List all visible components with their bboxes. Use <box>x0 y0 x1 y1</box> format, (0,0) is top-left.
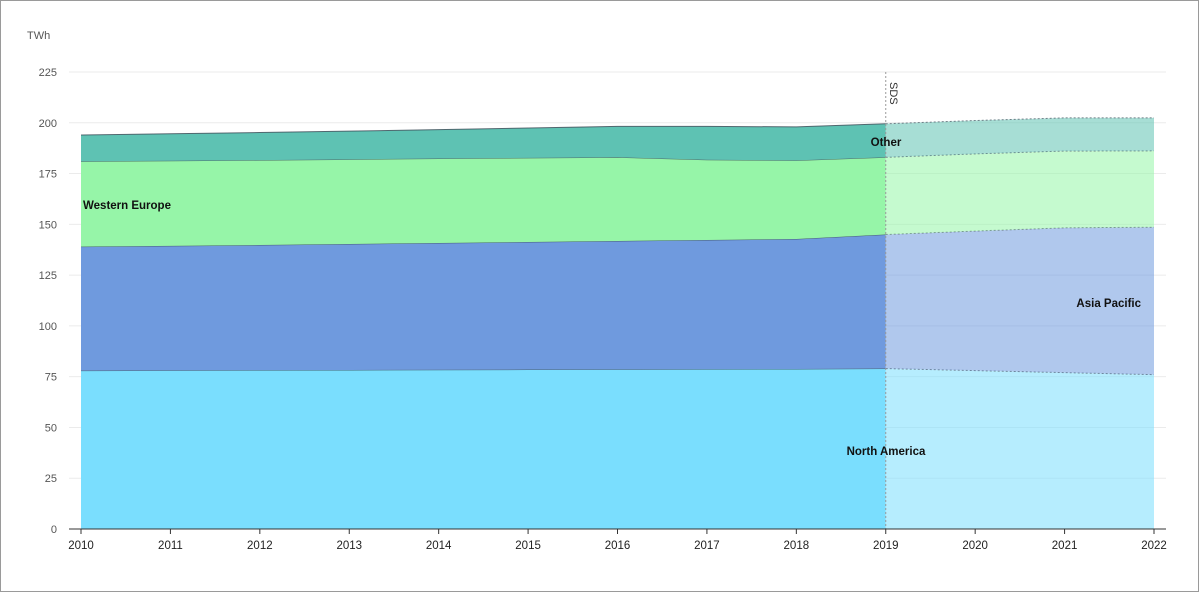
axes: 0 25 50 75 100 125 150 175 200 225 2010 2011 2012 201… <box>39 67 1167 552</box>
series-edge <box>80 123 886 136</box>
y-tick-label: 150 <box>39 219 57 231</box>
series-label: Western Europe <box>83 200 171 212</box>
series-areas <box>80 117 1155 529</box>
x-tick-label: 2016 <box>605 540 631 552</box>
series-labels: North America Asia Pacific Western Europe O… <box>83 137 1142 458</box>
x-tick-label: 2013 <box>336 540 362 552</box>
x-tick-label: 2015 <box>515 540 541 552</box>
series-edge-projection <box>885 226 1155 235</box>
series-label: Other <box>871 137 902 149</box>
y-tick-label: 0 <box>51 524 57 536</box>
y-tick-label: 175 <box>39 169 57 181</box>
series-label: North America <box>847 446 926 458</box>
x-tick-label: 2018 <box>784 540 810 552</box>
y-tick-label: 125 <box>39 270 57 282</box>
series-edge <box>80 156 886 162</box>
x-tick-label: 2020 <box>962 540 988 552</box>
y-tick-label: 200 <box>39 118 57 130</box>
x-tick-label: 2014 <box>426 540 452 552</box>
x-tick-label: 2011 <box>158 540 183 552</box>
series-label: Asia Pacific <box>1076 298 1141 310</box>
series-edge-projection <box>885 150 1155 158</box>
area-historical <box>81 368 886 529</box>
area-historical <box>81 123 886 162</box>
area-historical <box>81 234 886 371</box>
series-edge-projection <box>885 368 1155 376</box>
x-tick-label: 2017 <box>694 540 720 552</box>
area-projection <box>885 368 1154 529</box>
y-tick-label: 100 <box>39 321 57 333</box>
area-historical <box>81 157 886 247</box>
area-projection <box>885 227 1154 375</box>
y-unit-label: TWh <box>27 30 50 42</box>
x-tick-label: 2019 <box>873 540 899 552</box>
y-tick-label: 225 <box>39 67 57 79</box>
x-tick-label: 2022 <box>1141 540 1167 552</box>
x-tick-label: 2010 <box>68 540 94 552</box>
y-tick-label: 75 <box>45 372 57 384</box>
x-tick-label: 2012 <box>247 540 273 552</box>
projection-marker-label: SDS <box>887 82 899 105</box>
area-projection <box>885 150 1154 235</box>
y-tick-label: 25 <box>45 473 57 485</box>
projection-divider: SDS <box>885 72 899 529</box>
area-projection <box>885 117 1154 158</box>
y-tick-label: 50 <box>45 422 57 434</box>
series-edge-projection <box>885 117 1154 125</box>
x-tick-label: 2021 <box>1052 540 1078 552</box>
